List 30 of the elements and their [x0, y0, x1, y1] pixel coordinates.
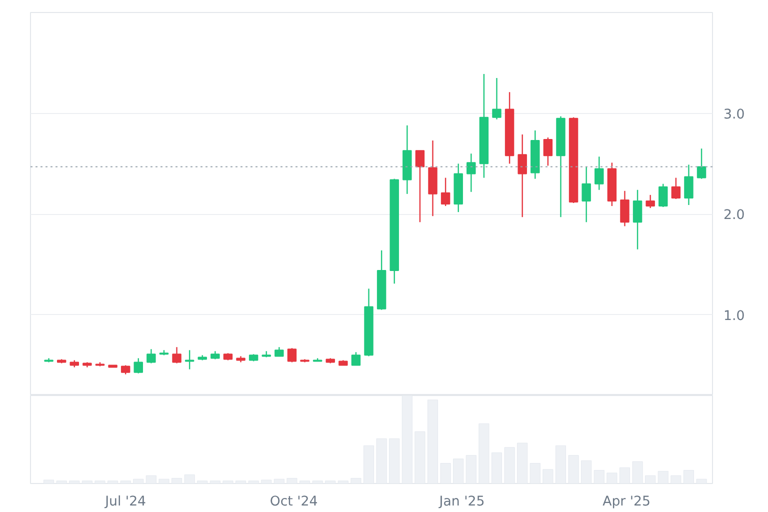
- candlestick: [274, 346, 284, 357]
- candlestick: [146, 348, 156, 364]
- candlestick: [620, 190, 630, 227]
- candlestick: [440, 177, 450, 207]
- y-tick-label: 2.0: [724, 208, 745, 224]
- candlestick: [120, 364, 130, 375]
- candlestick: [696, 148, 706, 180]
- candlestick: [684, 164, 694, 206]
- y-tick-label: 1.0: [724, 308, 745, 324]
- candlestick: [518, 134, 527, 218]
- candlestick: [671, 177, 681, 200]
- candlestick: [543, 136, 553, 166]
- candlestick: [594, 156, 604, 190]
- y-tick-label: 3.0: [724, 107, 745, 122]
- x-tick-label: Jul '24: [104, 494, 146, 510]
- candlestick: [582, 166, 591, 223]
- candlestick: [658, 183, 668, 208]
- candlestick: [134, 358, 143, 374]
- candlestick: [492, 77, 502, 120]
- x-tick-label: Oct '24: [270, 494, 318, 510]
- candlestick: [415, 150, 425, 223]
- x-tick-label: Jan '25: [438, 494, 485, 510]
- candlestick: [646, 194, 655, 209]
- candlestick: [184, 350, 194, 370]
- candlestick: [287, 348, 297, 363]
- candlestick: [172, 346, 182, 364]
- x-tick-label: Apr '25: [602, 494, 651, 510]
- candlestick: [351, 352, 361, 366]
- candlestick: [632, 189, 642, 250]
- candlestick: [466, 153, 476, 193]
